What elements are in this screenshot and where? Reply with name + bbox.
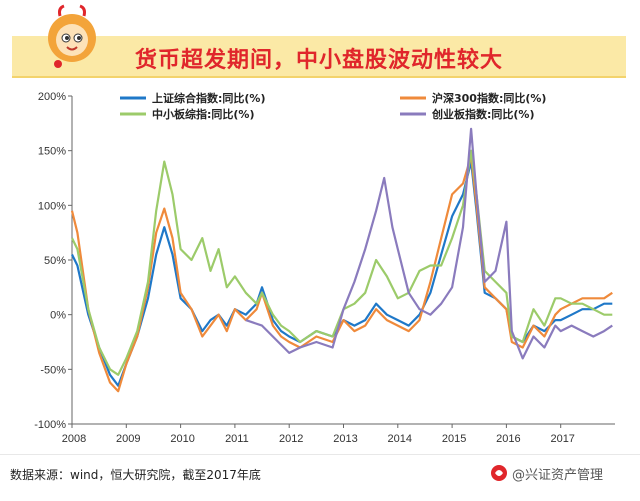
brand-logo-icon [491,465,507,481]
y-tick-label: -100% [34,419,66,431]
legend-label: 创业板指数:同比(%) [431,107,534,121]
y-tick-label: 0% [50,310,66,322]
mascot-icon [48,4,96,68]
brand: @兴证资产管理 [490,462,603,484]
page-title: 货币超发期间，中小盘股波动性较大 [134,48,503,73]
x-tick-label: 2017 [550,433,574,445]
x-tick-label: 2013 [333,433,357,445]
brand-text: @兴证资产管理 [512,467,604,483]
y-tick-label: 100% [38,200,66,212]
data-source: 数据来源：wind，恒大研究院，截至2017年底 [10,468,261,482]
x-tick-label: 2010 [170,433,194,445]
series-line-4 [245,127,613,360]
mascot-face [56,24,88,56]
x-tick-label: 2016 [496,433,520,445]
x-tick-label: 2009 [116,433,140,445]
legend-label: 沪深300指数:同比(%) [432,91,546,105]
x-tick-label: 2014 [388,433,412,445]
legend-label: 中小板综指:同比(%) [152,107,254,121]
x-tick-label: 2008 [62,433,86,445]
y-tick-label: -50% [40,364,66,376]
x-tick-label: 2012 [279,433,303,445]
y-tick-label: 200% [38,91,66,103]
x-tick-label: 2015 [442,433,466,445]
x-tick-label: 2011 [225,433,249,445]
y-tick-label: 150% [38,146,66,158]
legend-label: 上证综合指数:同比(%) [152,91,265,105]
line-chart: 200% 150% 100% 50% 0% -50% -100% 2008 2009 2010 20… [34,91,615,445]
divider [0,454,640,455]
title-banner: 货币超发期间，中小盘股波动性较大 [12,36,626,78]
series-line-1 [71,160,613,387]
y-tick-label: 50% [44,255,66,267]
series-line-3 [71,149,613,376]
